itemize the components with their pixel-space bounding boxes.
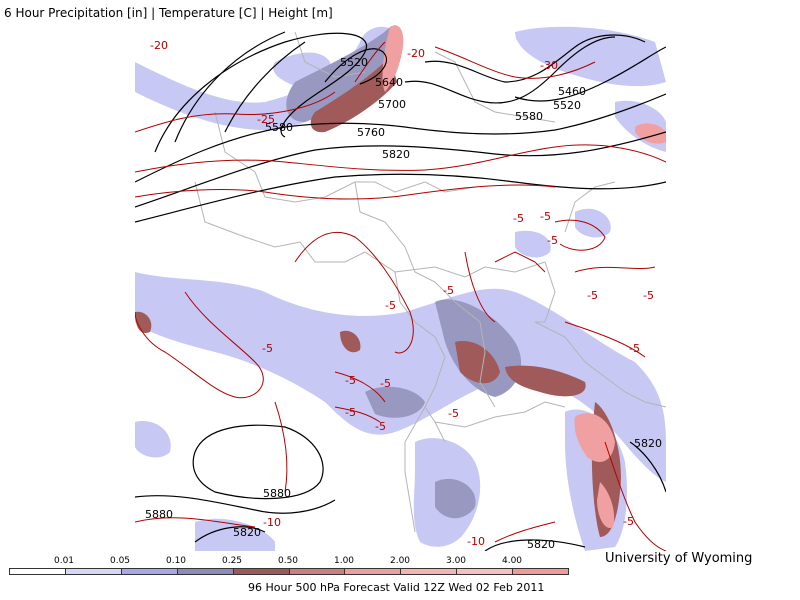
temp-label: -5: [623, 515, 634, 528]
height-label: 5700: [378, 98, 406, 111]
temp-label: -30: [540, 59, 558, 72]
temp-label: -5: [380, 377, 391, 390]
colorbar-tick-label: 1.00: [333, 556, 355, 566]
height-label: 5520: [553, 99, 581, 112]
precip-light: [515, 230, 551, 258]
height-label: 5760: [357, 126, 385, 139]
temp-label: -5: [262, 342, 273, 355]
height-label: 5820: [233, 526, 261, 539]
credit-text: University of Wyoming: [605, 551, 753, 566]
temp-label: -10: [467, 535, 485, 548]
precip-heavy: [505, 365, 586, 397]
temp-label: -5: [547, 234, 558, 247]
temp-label: -5: [587, 289, 598, 302]
height-label: 5580: [265, 121, 293, 134]
colorbar-swatch: [513, 569, 569, 574]
height-label: 5520: [340, 56, 368, 69]
colorbar-swatch: [177, 569, 234, 574]
temp-label: -20: [407, 47, 425, 60]
colorbar-swatch: [457, 569, 514, 574]
precipitation-colorbar: [9, 568, 569, 575]
colorbar-swatch: [233, 569, 290, 574]
precip-light: [515, 26, 666, 87]
temperature-labels: -20 -20 -30 -25 -5 -5 -5 -5 -5 -5 -5 -5 …: [150, 39, 654, 548]
temp-label: -5: [345, 374, 356, 387]
height-label: 5820: [634, 437, 662, 450]
colorbar-tick-label: 2.00: [389, 556, 411, 566]
temp-label: -5: [345, 406, 356, 419]
precip-extreme: [597, 482, 615, 528]
precip-heavy: [455, 341, 500, 384]
colorbar-tick-label: 0.50: [277, 556, 299, 566]
colorbar-swatch: [65, 569, 122, 574]
precip-medium: [286, 27, 400, 122]
weather-map: 5520 5640 5700 5580 5760 5820 5460 5520 …: [135, 25, 666, 551]
colorbar-labels: 0.01 0.05 0.10 0.25 0.50 1.00 2.00 3.00 …: [0, 556, 800, 568]
precip-light: [195, 518, 275, 551]
precip-heavy: [340, 330, 361, 353]
precip-medium: [365, 386, 425, 418]
temp-label: -5: [513, 212, 524, 225]
precip-extreme: [382, 25, 404, 92]
temp-label: -5: [643, 289, 654, 302]
temp-label: -5: [448, 407, 459, 420]
colorbar-swatch: [121, 569, 178, 574]
colorbar-tick-label: 0.01: [53, 556, 75, 566]
temperature-contours: [135, 41, 666, 551]
colorbar-tick-label: 4.00: [501, 556, 523, 566]
temp-label: -5: [443, 284, 454, 297]
temp-label: -10: [263, 516, 281, 529]
colorbar-tick-label: 0.25: [221, 556, 243, 566]
temp-label: -5: [375, 420, 386, 433]
colorbar-tick-label: 0.05: [109, 556, 131, 566]
forecast-valid-text: 96 Hour 500 hPa Forecast Valid 12Z Wed 0…: [248, 581, 545, 594]
precipitation-layer: [135, 25, 666, 551]
height-label: 5880: [145, 508, 173, 521]
precip-extreme: [574, 413, 615, 462]
temp-label: -5: [385, 299, 396, 312]
height-labels: 5520 5640 5700 5580 5760 5820 5460 5520 …: [145, 56, 662, 551]
height-label: 5640: [375, 76, 403, 89]
precip-light: [135, 421, 171, 458]
map-title: 6 Hour Precipitation [in] | Temperature …: [4, 6, 333, 20]
temp-label: -20: [150, 39, 168, 52]
colorbar-swatch: [289, 569, 346, 574]
height-label: 5580: [515, 110, 543, 123]
precip-light: [135, 272, 666, 482]
colorbar-swatch: [345, 569, 402, 574]
colorbar-tick-label: 3.00: [445, 556, 467, 566]
height-label: 5880: [263, 487, 291, 500]
colorbar-swatch: [401, 569, 458, 574]
country-borders: [194, 31, 666, 533]
height-label: 5460: [558, 85, 586, 98]
temp-label: -5: [629, 342, 640, 355]
height-label: 5820: [382, 148, 410, 161]
height-label: 5820: [527, 538, 555, 551]
precip-light: [575, 208, 611, 238]
height-contours: [135, 31, 666, 551]
temp-label: -25: [257, 113, 275, 126]
precip-heavy: [135, 311, 152, 333]
temp-label: -5: [540, 210, 551, 223]
precip-medium: [435, 478, 476, 519]
colorbar-swatch: [10, 569, 66, 574]
colorbar-tick-label: 0.10: [165, 556, 187, 566]
